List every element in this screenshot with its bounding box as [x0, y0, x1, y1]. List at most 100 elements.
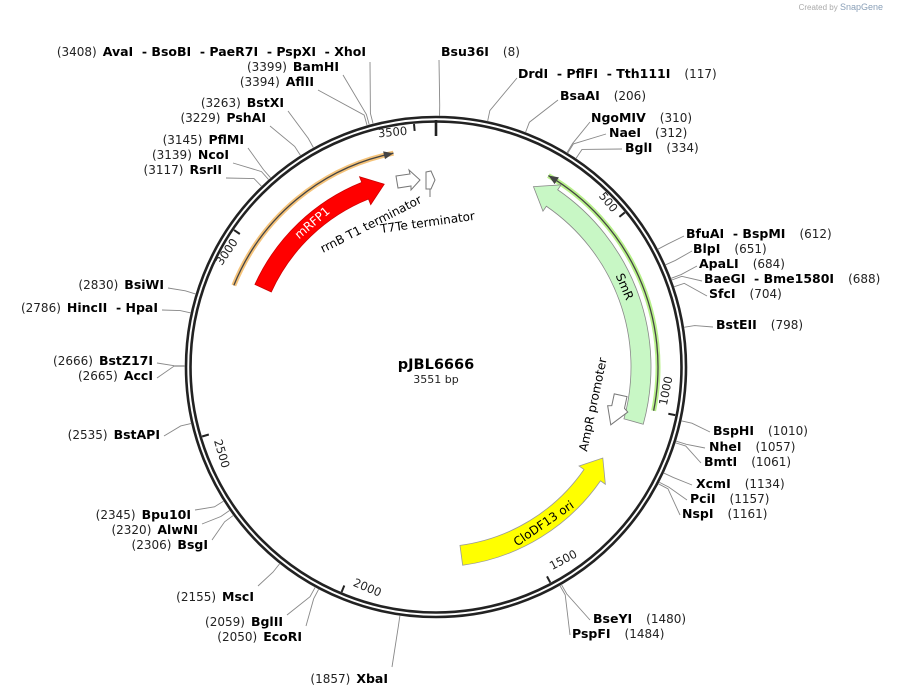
site-leader-line	[391, 615, 401, 668]
feature-clodf13-ori[interactable]	[459, 457, 606, 566]
restriction-site[interactable]: (3394) AflII	[240, 74, 368, 126]
restriction-site[interactable]: (3139) NcoI	[152, 147, 270, 181]
site-label[interactable]: (2306) BsgI	[132, 537, 208, 552]
restriction-site[interactable]: (2155) MscI	[176, 563, 281, 604]
site-label[interactable]: (3399) BamHI	[247, 59, 339, 74]
site-label[interactable]: Bsu36I (8)	[441, 44, 520, 59]
site-label[interactable]: PciI (1157)	[690, 491, 769, 506]
restriction-site[interactable]: NheI (1057)	[675, 439, 796, 454]
site-label[interactable]: BlpI (651)	[693, 241, 767, 256]
feature-mrfp1[interactable]	[254, 176, 385, 293]
restriction-site[interactable]: (2786) HincII - HpaI	[21, 300, 191, 315]
restriction-site[interactable]: (3145) PflMI	[163, 132, 272, 179]
site-label[interactable]: BmtI (1061)	[704, 454, 791, 469]
site-label[interactable]: (3139) NcoI	[152, 147, 229, 162]
restriction-site[interactable]: BlpI (651)	[665, 241, 767, 266]
restriction-site[interactable]: (2830) BsiWI	[78, 277, 196, 295]
restriction-site[interactable]: (2535) BstAPI	[68, 423, 192, 442]
restriction-site[interactable]: (3408) AvaI - BsoBI - PaeR7I - PspXI - Xh…	[57, 44, 374, 125]
site-label[interactable]: BfuAI - BspMI (612)	[686, 226, 832, 241]
site-position: (334)	[666, 141, 698, 155]
plasmid-name: pJBL6666	[398, 357, 474, 373]
site-label[interactable]: (2786) HincII - HpaI	[21, 300, 158, 315]
site-label[interactable]: (2155) MscI	[176, 589, 254, 604]
restriction-site[interactable]: NgoMIV (310)	[566, 110, 692, 154]
site-label[interactable]: (2665) AccI	[78, 368, 153, 383]
site-label[interactable]: (3263) BstXI	[201, 95, 284, 110]
site-label[interactable]: (2666) BstZ17I	[53, 353, 153, 368]
restriction-site[interactable]: (1857) XbaI	[310, 615, 401, 686]
site-label[interactable]: PspFI (1484)	[572, 626, 664, 641]
site-label[interactable]: (2535) BstAPI	[68, 427, 160, 442]
site-label[interactable]: NgoMIV (310)	[591, 110, 692, 125]
restriction-site[interactable]: Bsu36I (8)	[438, 44, 520, 117]
site-label[interactable]: BaeGI - Bme1580I (688)	[704, 271, 880, 286]
site-label[interactable]: SfcI (704)	[709, 286, 782, 301]
restriction-site[interactable]: PciI (1157)	[658, 481, 769, 506]
restriction-site[interactable]: (2059) BglII	[205, 586, 316, 629]
restriction-site[interactable]: BmtI (1061)	[675, 442, 791, 469]
restriction-site[interactable]: BaeGI - Bme1580I (688)	[671, 271, 880, 286]
restriction-site[interactable]: BstEII (798)	[683, 317, 803, 332]
restriction-site[interactable]: (3399) BamHI	[247, 59, 370, 126]
restriction-site[interactable]: BfuAI - BspMI (612)	[657, 226, 832, 250]
restriction-site[interactable]: NspI (1161)	[658, 483, 767, 521]
site-label[interactable]: (2320) AlwNI	[111, 522, 198, 537]
restriction-site[interactable]: XcmI (1134)	[663, 472, 785, 491]
backbone-outer-strand	[184, 115, 688, 619]
restriction-site[interactable]: (2306) BsgI	[132, 514, 234, 552]
site-position: (3117)	[144, 163, 184, 177]
site-label[interactable]: BstEII (798)	[716, 317, 803, 332]
restriction-site[interactable]: (2320) AlwNI	[111, 509, 231, 537]
site-label[interactable]: BsaAI (206)	[560, 88, 646, 103]
restriction-site[interactable]: BspHI (1010)	[681, 420, 808, 438]
restriction-site[interactable]: BseYI (1480)	[560, 584, 686, 626]
restriction-site[interactable]: (2050) EcoRI	[217, 588, 320, 644]
site-label[interactable]: NspI (1161)	[682, 506, 767, 521]
site-label[interactable]: BspHI (1010)	[713, 423, 808, 438]
site-label[interactable]: (3117) RsrII	[144, 162, 222, 177]
restriction-site[interactable]: BglI (334)	[575, 140, 699, 159]
site-position: (1480)	[646, 612, 686, 626]
site-label[interactable]: (2345) Bpu10I	[96, 507, 191, 522]
rrnB-terminator-arrow[interactable]	[395, 168, 421, 192]
site-label[interactable]: (3145) PflMI	[163, 132, 244, 147]
site-label[interactable]: BseYI (1480)	[593, 611, 686, 626]
site-label[interactable]: BglI (334)	[625, 140, 699, 155]
ampr-promoter-arrow[interactable]	[604, 393, 631, 428]
orange-orf-arrow[interactable]	[233, 152, 394, 286]
site-label[interactable]: XcmI (1134)	[696, 476, 785, 491]
site-label[interactable]: (3394) AflII	[240, 74, 314, 89]
t7te-terminator-arrow[interactable]	[425, 170, 436, 190]
restriction-site[interactable]: (2665) AccI	[78, 365, 186, 383]
site-leader-line	[681, 420, 711, 433]
restriction-site[interactable]: BsaAI (206)	[525, 88, 646, 133]
restriction-site[interactable]: (3117) RsrII	[144, 162, 262, 187]
restriction-site[interactable]: PspFI (1484)	[559, 585, 665, 641]
site-label[interactable]: (3229) PshAI	[180, 110, 266, 125]
restriction-site[interactable]: (2666) BstZ17I	[53, 353, 186, 368]
site-leader-line	[287, 110, 314, 149]
site-label[interactable]: (3408) AvaI - BsoBI - PaeR7I - PspXI - Xh…	[57, 44, 366, 59]
restriction-site[interactable]: (3229) PshAI	[180, 110, 301, 156]
restriction-site[interactable]: SfcI (704)	[673, 282, 782, 301]
site-position: (612)	[799, 227, 831, 241]
site-enzyme-name: PspFI	[572, 626, 611, 641]
green-orf-arrow[interactable]	[548, 174, 659, 411]
site-label[interactable]: NheI (1057)	[709, 439, 795, 454]
feature-smr[interactable]	[532, 184, 652, 425]
site-enzyme-name: NgoMIV	[591, 110, 646, 125]
site-leader-line	[342, 74, 370, 126]
site-label[interactable]: ApaLI (684)	[699, 256, 785, 271]
restriction-site[interactable]: (2345) Bpu10I	[96, 500, 224, 522]
site-label[interactable]: (2050) EcoRI	[217, 629, 302, 644]
site-label[interactable]: NaeI (312)	[609, 125, 687, 140]
site-label[interactable]: (1857) XbaI	[310, 671, 388, 686]
restriction-site[interactable]: (3263) BstXI	[201, 95, 314, 149]
site-label[interactable]: (2059) BglII	[205, 614, 283, 629]
restriction-site[interactable]: ApaLI (684)	[670, 256, 785, 279]
site-label[interactable]: (2830) BsiWI	[78, 277, 164, 292]
restriction-site[interactable]: DrdI - PflFI - Tth111I (117)	[487, 66, 717, 122]
restriction-site[interactable]: NaeI (312)	[567, 125, 688, 154]
site-label[interactable]: DrdI - PflFI - Tth111I (117)	[518, 66, 717, 81]
